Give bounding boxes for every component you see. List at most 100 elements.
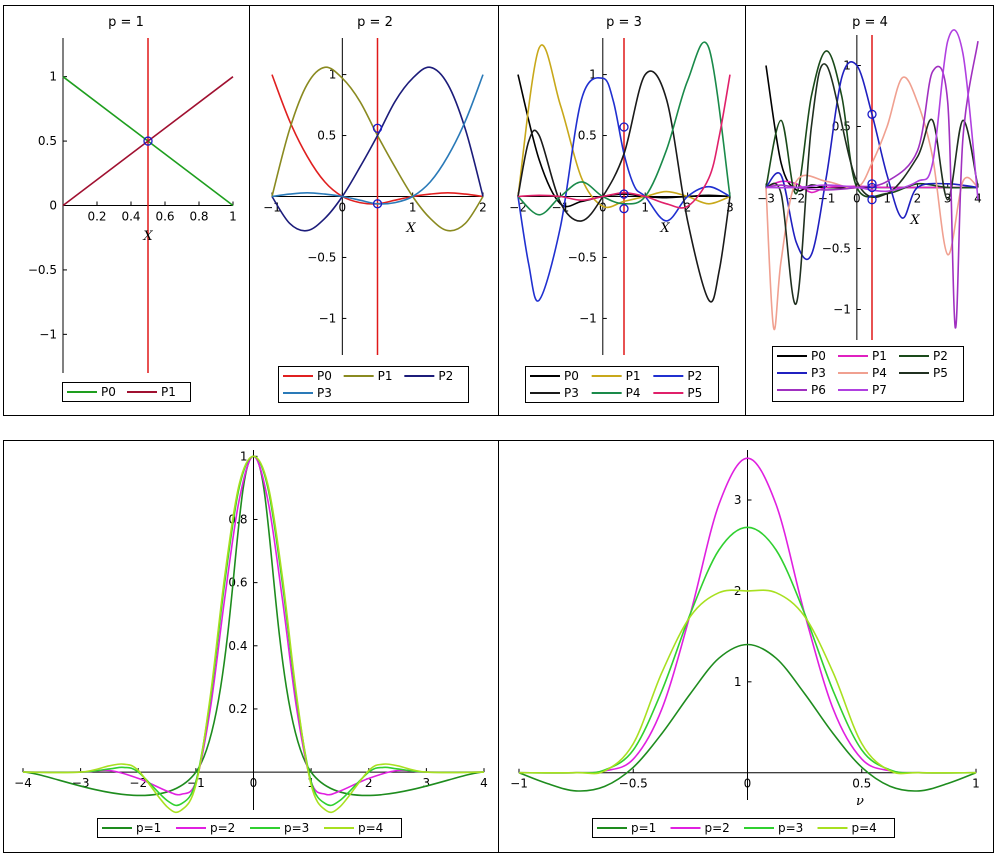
legend-label: P0 bbox=[317, 369, 332, 383]
x-axis-label: X bbox=[659, 221, 670, 236]
intersection-marker bbox=[372, 123, 383, 133]
chart-title: p = 1 bbox=[108, 15, 144, 30]
series-line-p4 bbox=[22, 455, 485, 814]
series-line-p3 bbox=[765, 61, 979, 261]
legend-label: p=4 bbox=[358, 821, 383, 835]
y-tick-label: 1 bbox=[329, 68, 337, 82]
chart-title: p = 2 bbox=[357, 15, 393, 30]
legend-box bbox=[97, 818, 402, 838]
legend-label: P2 bbox=[687, 369, 702, 383]
chart-title: p = 4 bbox=[852, 15, 888, 30]
x-tick-label: 0.6 bbox=[155, 210, 174, 224]
legend-label: P0 bbox=[811, 349, 826, 363]
legend-label: p=2 bbox=[705, 821, 730, 835]
y-tick-label: 0.5 bbox=[578, 129, 597, 143]
x-tick-label: 0 bbox=[853, 192, 861, 206]
legend-label: p=2 bbox=[210, 821, 235, 835]
legend-label: P5 bbox=[933, 366, 948, 380]
legend-label: P1 bbox=[626, 369, 641, 383]
y-tick-label: 0.2 bbox=[228, 702, 247, 716]
intersection-marker bbox=[867, 195, 877, 205]
legend-label: P1 bbox=[378, 369, 393, 383]
legend-box bbox=[62, 382, 191, 402]
x-tick-label: 2 bbox=[684, 201, 692, 215]
intersection-marker bbox=[619, 189, 629, 199]
y-tick-label: 1 bbox=[734, 675, 742, 689]
series-line-p4 bbox=[518, 589, 977, 775]
legend-label: P0 bbox=[564, 369, 579, 383]
panel-frame-4 bbox=[745, 5, 994, 416]
x-tick-label: 1 bbox=[972, 777, 980, 791]
x-tick-label: 3 bbox=[423, 776, 431, 790]
legend-label: p=3 bbox=[284, 821, 309, 835]
series-line-p7 bbox=[765, 29, 979, 200]
series-line-p3 bbox=[517, 70, 731, 303]
series-line-p1 bbox=[62, 76, 234, 207]
x-axis-label: X bbox=[909, 213, 920, 228]
x-tick-label: −1 bbox=[818, 192, 836, 206]
chart-panel-5: −4 −3 −2 −1 0 1 2 3 40.20.40.60.81p=1 p=2 p=3 p=4 bbox=[14, 449, 488, 838]
x-tick-label: −0.5 bbox=[619, 777, 648, 791]
legend-label: P2 bbox=[933, 349, 948, 363]
series-line-p2 bbox=[517, 76, 731, 302]
y-tick-label: 3 bbox=[734, 493, 742, 507]
series-line-p5 bbox=[765, 63, 979, 305]
intersection-marker bbox=[619, 122, 629, 132]
y-tick-label: 1 bbox=[49, 70, 57, 84]
legend-box bbox=[278, 366, 469, 403]
legend-label: P4 bbox=[626, 386, 641, 400]
intersection-marker bbox=[143, 136, 153, 146]
x-tick-label: 0.2 bbox=[87, 210, 106, 224]
y-tick-label: −1 bbox=[319, 311, 337, 325]
x-tick-label: 3 bbox=[944, 192, 952, 206]
x-tick-label: 0 bbox=[250, 776, 258, 790]
y-tick-label: −1 bbox=[579, 311, 597, 325]
x-tick-label: 3 bbox=[726, 201, 734, 215]
intersection-marker bbox=[619, 204, 629, 214]
legend-label: P6 bbox=[811, 383, 826, 397]
x-tick-label: −1 bbox=[510, 777, 528, 791]
x-tick-label: 2 bbox=[365, 776, 373, 790]
x-tick-label: 1 bbox=[229, 210, 237, 224]
legend-label: P3 bbox=[564, 386, 579, 400]
x-axis-label: X bbox=[405, 221, 416, 236]
x-tick-label: 0 bbox=[599, 201, 607, 215]
y-tick-label: −0.5 bbox=[28, 263, 57, 277]
x-tick-label: 1 bbox=[883, 192, 891, 206]
x-tick-label: 2 bbox=[479, 201, 487, 215]
y-tick-label: −0.5 bbox=[307, 250, 336, 264]
x-tick-label: 0 bbox=[339, 201, 347, 215]
y-tick-label: −1 bbox=[39, 327, 57, 341]
x-tick-label: 2 bbox=[914, 192, 922, 206]
legend-label: p=3 bbox=[778, 821, 803, 835]
series-line-p2 bbox=[271, 66, 484, 232]
panel-frame-5 bbox=[3, 440, 499, 853]
legend-label: P5 bbox=[687, 386, 702, 400]
legend-label: P1 bbox=[872, 349, 887, 363]
panel-frame-2 bbox=[249, 5, 499, 416]
legend-label: p=4 bbox=[852, 821, 877, 835]
y-tick-label: 1 bbox=[589, 68, 597, 82]
legend-label: P3 bbox=[317, 386, 332, 400]
y-tick-label: −0.5 bbox=[822, 242, 851, 256]
chart-panel-1: 0.2 0.4 0.6 0.8 1 −1 −0.5 0 0.5 1 p = 1 X P0 P1 bbox=[28, 15, 237, 402]
x-axis-label: X bbox=[142, 229, 153, 244]
series-line-p3 bbox=[518, 526, 977, 774]
x-tick-label: 0.8 bbox=[189, 210, 208, 224]
series-line-p0 bbox=[517, 74, 731, 208]
y-tick-label: 0.4 bbox=[228, 639, 247, 653]
legend-label: P0 bbox=[101, 385, 116, 399]
panel-frame-3 bbox=[498, 5, 746, 416]
y-tick-label: −0.5 bbox=[568, 250, 597, 264]
x-tick-label: 1 bbox=[409, 201, 417, 215]
legend-label: P4 bbox=[872, 366, 887, 380]
legend-label: P7 bbox=[872, 383, 887, 397]
legend-box bbox=[525, 366, 719, 403]
y-tick-label: 0.5 bbox=[38, 134, 57, 148]
y-tick-label: −1 bbox=[833, 303, 851, 317]
x-tick-label: 0 bbox=[744, 777, 752, 791]
